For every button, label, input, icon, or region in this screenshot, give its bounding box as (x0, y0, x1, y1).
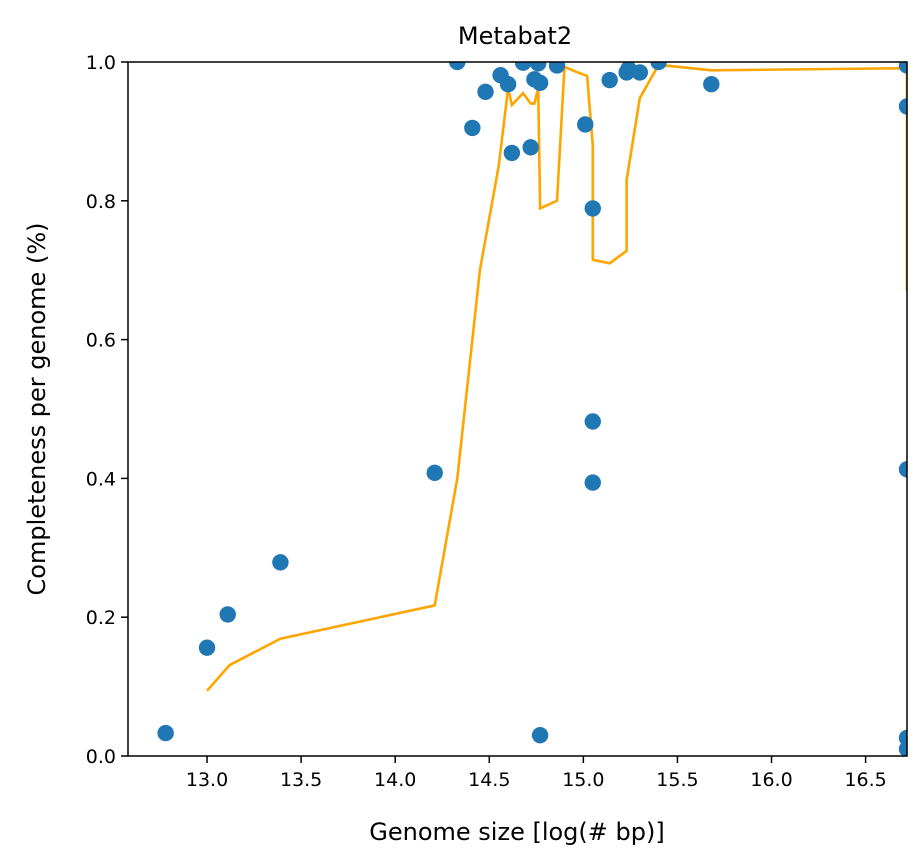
x-tick-label: 14.0 (374, 769, 416, 791)
x-tick-label: 15.0 (562, 769, 604, 791)
x-tick-label: 13.0 (186, 769, 228, 791)
x-axis-label: Genome size [log(# bp)] (369, 818, 664, 846)
plot-frame (127, 61, 908, 757)
data-point (703, 76, 720, 93)
data-point (514, 62, 532, 71)
y-tick-label: 0.0 (86, 746, 116, 768)
data-point (584, 200, 601, 217)
x-tick-label: 13.5 (280, 769, 322, 791)
data-point (631, 64, 649, 81)
x-tick-label: 16.5 (844, 769, 886, 791)
x-axis: 13.0 13.5 14.0 14.5 15.0 15.5 16.0 16.5 (186, 756, 887, 791)
data-point (601, 71, 618, 89)
data-point (530, 62, 547, 72)
data-point (898, 98, 907, 115)
data-point (898, 461, 907, 478)
data-point (157, 724, 174, 742)
data-point (531, 74, 549, 92)
y-tick-label: 0.6 (86, 330, 116, 352)
data-point (499, 76, 517, 93)
data-point (219, 606, 236, 623)
trend-line (206, 63, 907, 692)
x-tick-label: 16.0 (750, 769, 792, 791)
data-point (503, 144, 521, 162)
y-tick-label: 0.4 (86, 468, 116, 490)
data-point (477, 83, 494, 101)
series-points-group (157, 62, 907, 756)
data-point (531, 726, 549, 744)
data-point (650, 62, 667, 71)
y-tick-label: 0.8 (86, 191, 116, 213)
series-line-group (206, 63, 907, 692)
y-axis: 0.0 0.2 0.4 0.6 0.8 1.0 (86, 52, 128, 768)
data-point (577, 116, 594, 133)
data-point (272, 554, 289, 571)
chart-title: Metabat2 (458, 22, 572, 50)
data-point (898, 740, 907, 756)
data-point (198, 639, 216, 656)
data-point (522, 139, 539, 156)
y-tick-label: 1.0 (86, 52, 116, 74)
data-point (426, 464, 443, 482)
plot-area (157, 62, 907, 756)
data-point (898, 62, 907, 74)
data-point (584, 474, 601, 491)
data-point (449, 62, 466, 71)
x-tick-label: 15.5 (656, 769, 698, 791)
y-tick-label: 0.2 (86, 607, 116, 629)
data-point (464, 119, 481, 137)
data-point (584, 413, 601, 430)
x-tick-label: 14.5 (468, 769, 510, 791)
data-point (548, 62, 566, 74)
y-axis-label: Completeness per genome (%) (23, 223, 51, 596)
